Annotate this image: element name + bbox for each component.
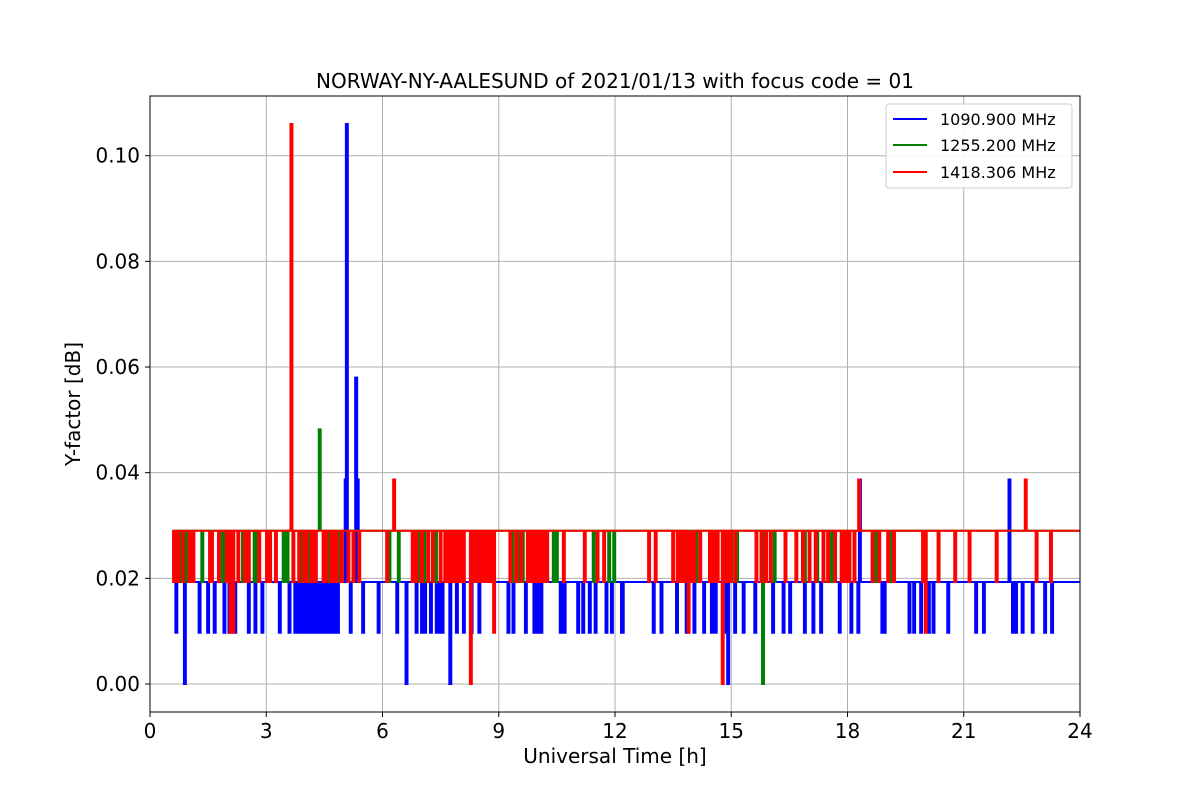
series-line-1418-306: [172, 123, 1080, 685]
legend-label-1255: 1255.200 MHz: [940, 136, 1056, 155]
legend-box: [885, 103, 1073, 189]
x-tick-label: 9: [492, 719, 505, 743]
y-tick-label: 0.00: [95, 672, 140, 696]
chart-title: NORWAY-NY-AALESUND of 2021/01/13 with fo…: [316, 69, 914, 93]
plot-area: [172, 123, 1080, 685]
x-axis-label: Universal Time [h]: [523, 744, 706, 768]
x-tick-label: 15: [719, 719, 744, 743]
y-tick-label: 0.10: [95, 144, 140, 168]
axes: 0 3 6 9 12 15 18 21 24 0.00 0.02 0.04 0.06 0.08 0.10: [95, 144, 1092, 743]
x-tick-label: 21: [951, 719, 976, 743]
x-tick-label: 6: [376, 719, 389, 743]
legend-label-1418: 1418.306 MHz: [940, 163, 1056, 182]
x-tick-label: 24: [1067, 719, 1092, 743]
x-tick-label: 3: [260, 719, 273, 743]
y-tick-label: 0.08: [95, 249, 140, 273]
legend: 1090.900 MHz 1255.200 MHz 1418.306 MHz: [885, 103, 1073, 189]
y-tick-label: 0.06: [95, 355, 140, 379]
x-tick-label: 0: [144, 719, 157, 743]
x-tick-label: 12: [602, 719, 627, 743]
y-tick-label: 0.02: [95, 566, 140, 590]
y-axis-label: Y-factor [dB]: [61, 342, 85, 467]
y-tick-label: 0.04: [95, 461, 140, 485]
x-tick-label: 18: [835, 719, 860, 743]
legend-label-1090: 1090.900 MHz: [940, 110, 1056, 129]
